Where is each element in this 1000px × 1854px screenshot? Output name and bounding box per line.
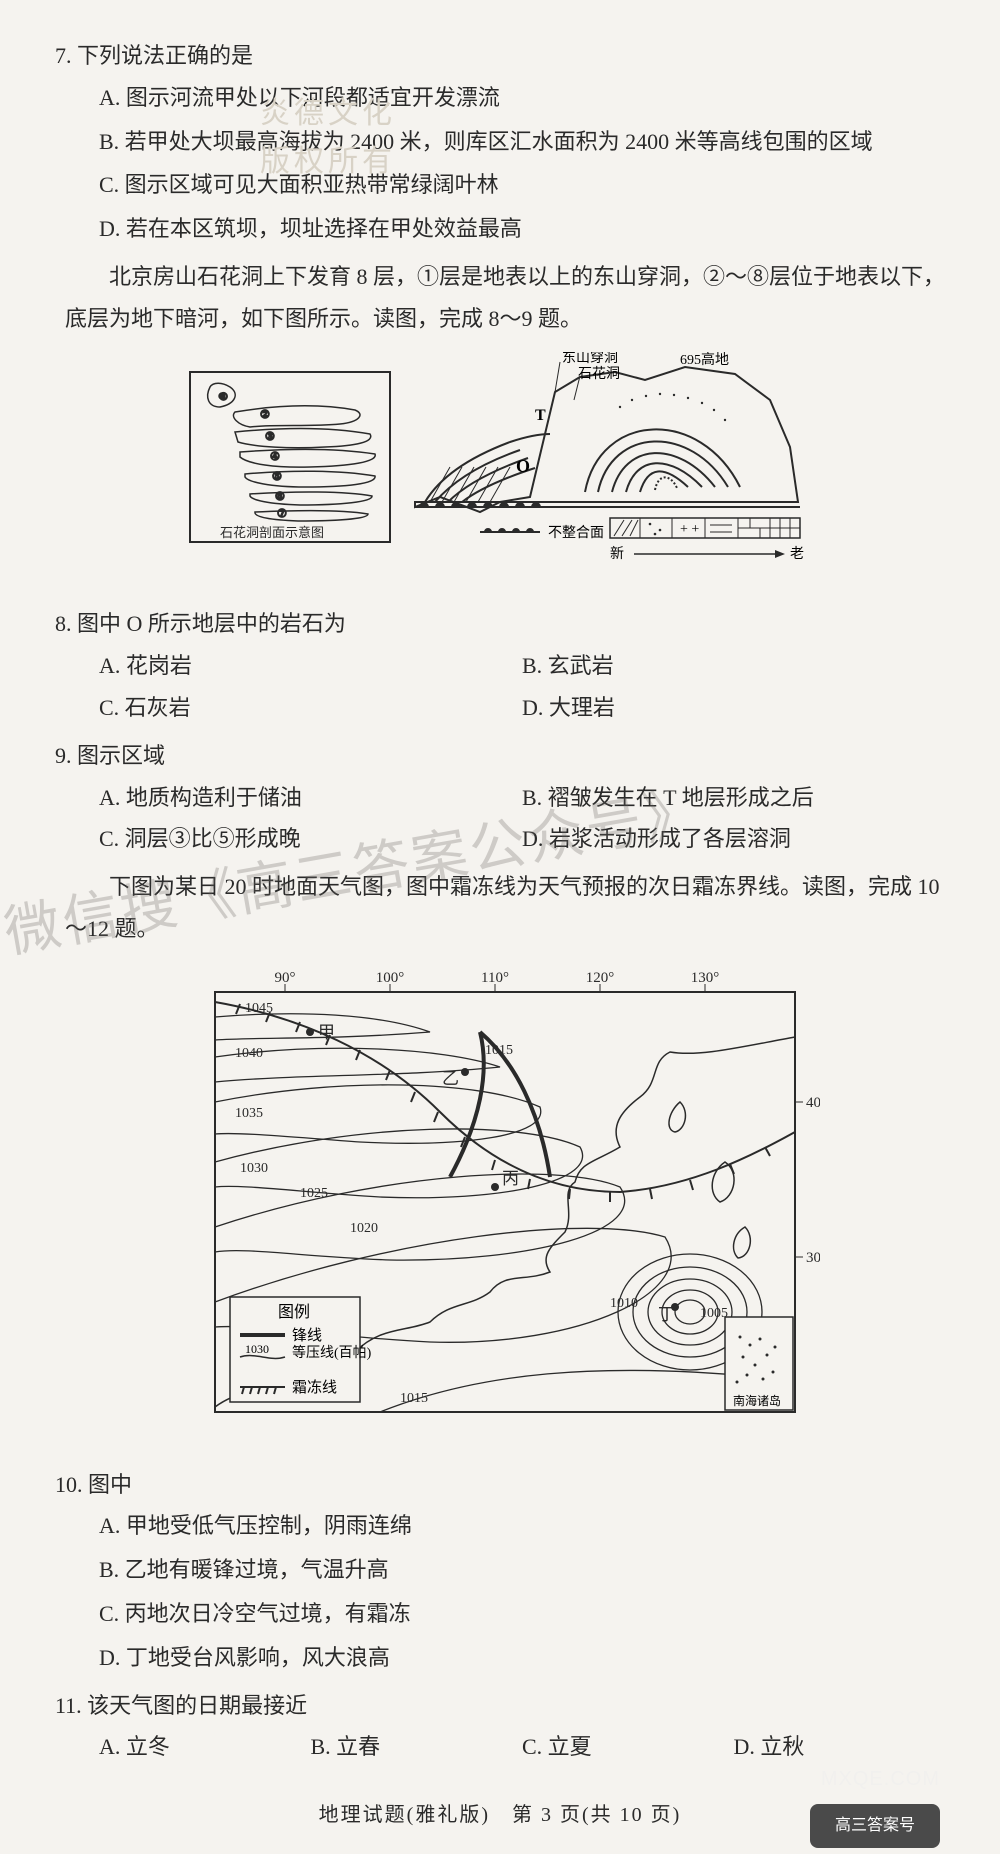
- q7-option-b: B. 若甲处大坝最高海拔为 2400 米，则库区汇水面积为 2400 米等高线包…: [99, 121, 945, 163]
- fig2-legend-title: 图例: [278, 1303, 310, 1321]
- q8-option-a: A. 花岗岩: [99, 645, 522, 687]
- fig2-legend-front: 锋线: [292, 1327, 322, 1344]
- svg-text:⑥: ⑥: [275, 491, 285, 503]
- fig2-lon-1: 100°: [376, 970, 405, 986]
- fig2-iso-3: 1030: [240, 1161, 268, 1176]
- passage-8-9: 北京房山石花洞上下发育 8 层，①层是地表以上的东山穿洞，②～⑧层位于地表以下，…: [65, 256, 945, 340]
- q9-option-d: D. 岩浆活动形成了各层溶洞: [522, 818, 945, 860]
- fig1-unconformity-label: 不整合面: [548, 525, 604, 541]
- fig2-inset-label: 南海诸岛: [733, 1393, 781, 1408]
- figure-2-wrap: 90° 100° 110° 120° 130° 40° 30°: [55, 962, 945, 1446]
- fig2-pt-jia: 甲: [318, 1023, 335, 1042]
- question-10: 10. 图中 A. 甲地受低气压控制，阴雨连绵 B. 乙地有暖锋过境，气温升高 …: [55, 1464, 945, 1679]
- fig2-iso-4: 1025: [300, 1186, 328, 1201]
- fig2-legend-isobar-sample: 1030: [245, 1342, 269, 1356]
- fig1-top2: 石花洞: [578, 366, 620, 382]
- fig2-legend-isobar-1: 等压线(百帕): [292, 1344, 372, 1361]
- fig1-top1: 东山穿洞: [562, 352, 618, 366]
- q11-option-c: C. 立夏: [522, 1726, 734, 1768]
- question-11: 11. 该天气图的日期最接近 A. 立冬 B. 立春 C. 立夏 D. 立秋: [55, 1685, 945, 1769]
- q7-option-c: C. 图示区域可见大面积亚热带常绿阔叶林: [99, 164, 945, 206]
- fig2-iso-8: 1005: [700, 1306, 728, 1321]
- fig2-lon-0: 90°: [275, 970, 296, 986]
- q7-option-d: D. 若在本区筑坝，坝址选择在甲处效益最高: [99, 208, 945, 250]
- q10-option-d: D. 丁地受台风影响，风大浪高: [99, 1637, 945, 1679]
- fig2-lon-3: 120°: [586, 970, 615, 986]
- svg-text:⑦: ⑦: [277, 508, 287, 520]
- fig2-lon-4: 130°: [691, 970, 720, 986]
- fig2-lat-1: 30°: [806, 1250, 820, 1266]
- svg-text:①: ①: [219, 392, 228, 403]
- corner-badge: 高三答案号: [810, 1804, 940, 1848]
- figure-2-map: 90° 100° 110° 120° 130° 40° 30°: [180, 962, 820, 1432]
- q9-option-a: A. 地质构造利于储油: [99, 777, 522, 819]
- q8-option-d: D. 大理岩: [522, 687, 945, 729]
- q11-option-a: A. 立冬: [99, 1726, 311, 1768]
- figure-1-diagram: ① ② ③ ④ ⑤ ⑥ ⑦ 石花洞剖面示意图: [180, 352, 820, 572]
- fig1-left-label: 石花洞剖面示意图: [220, 525, 324, 540]
- svg-text:+ +: + +: [680, 522, 699, 537]
- svg-text:②: ②: [260, 409, 270, 421]
- fig2-pt-bing: 丙: [502, 1169, 519, 1188]
- fig2-pt-ding: 丁: [658, 1305, 675, 1324]
- svg-text:⑤: ⑤: [272, 471, 282, 483]
- q8-stem: 8. 图中 O 所示地层中的岩石为: [55, 603, 945, 645]
- watermark-mxqe: MXQE.COM: [821, 1760, 940, 1798]
- fig2-iso-5: 1020: [350, 1221, 378, 1236]
- q10-stem: 10. 图中: [55, 1464, 945, 1506]
- fig2-iso-1: 1040: [235, 1046, 263, 1061]
- q7-option-a: A. 图示河流甲处以下河段都适宜开发漂流: [99, 77, 945, 119]
- question-8: 8. 图中 O 所示地层中的岩石为 A. 花岗岩 B. 玄武岩 C. 石灰岩 D…: [55, 603, 945, 728]
- passage-10-12: 下图为某日 20 时地面天气图，图中霜冻线为天气预报的次日霜冻界线。读图，完成 …: [65, 866, 945, 950]
- q9-option-b: B. 褶皱发生在 T 地层形成之后: [522, 777, 945, 819]
- fig2-iso-7: 1010: [610, 1296, 638, 1311]
- q10-option-c: C. 丙地次日冷空气过境，有霜冻: [99, 1593, 945, 1635]
- fig1-top3: 695高地: [680, 352, 729, 368]
- q11-option-b: B. 立春: [311, 1726, 523, 1768]
- fig2-lat-0: 40°: [806, 1095, 820, 1111]
- svg-text:④: ④: [270, 451, 280, 463]
- figure-1-wrap: ① ② ③ ④ ⑤ ⑥ ⑦ 石花洞剖面示意图: [55, 352, 945, 586]
- q9-option-c: C. 洞层③比⑤形成晚: [99, 818, 522, 860]
- q10-option-a: A. 甲地受低气压控制，阴雨连绵: [99, 1505, 945, 1547]
- q10-option-b: B. 乙地有暖锋过境，气温升高: [99, 1549, 945, 1591]
- fig1-age-old: 老: [790, 546, 804, 562]
- fig2-lon-2: 110°: [481, 970, 509, 986]
- fig2-legend-frost: 霜冻线: [292, 1378, 337, 1396]
- question-7: 7. 下列说法正确的是 A. 图示河流甲处以下河段都适宜开发漂流 B. 若甲处大…: [55, 35, 945, 250]
- q11-stem: 11. 该天气图的日期最接近: [55, 1685, 945, 1727]
- fig1-letter-o: O: [516, 456, 530, 476]
- fig2-pt-yi: 乙: [442, 1069, 459, 1088]
- fig2-iso-2: 1035: [235, 1106, 263, 1121]
- q7-stem: 7. 下列说法正确的是: [55, 35, 945, 77]
- q8-option-c: C. 石灰岩: [99, 687, 522, 729]
- q8-option-b: B. 玄武岩: [522, 645, 945, 687]
- svg-text:③: ③: [265, 431, 275, 443]
- fig1-age-new: 新: [610, 546, 624, 562]
- fig1-letter-t: T: [535, 407, 546, 424]
- question-9: 9. 图示区域 A. 地质构造利于储油 B. 褶皱发生在 T 地层形成之后 C.…: [55, 735, 945, 860]
- q9-stem: 9. 图示区域: [55, 735, 945, 777]
- fig2-iso-9: 1015: [400, 1391, 428, 1406]
